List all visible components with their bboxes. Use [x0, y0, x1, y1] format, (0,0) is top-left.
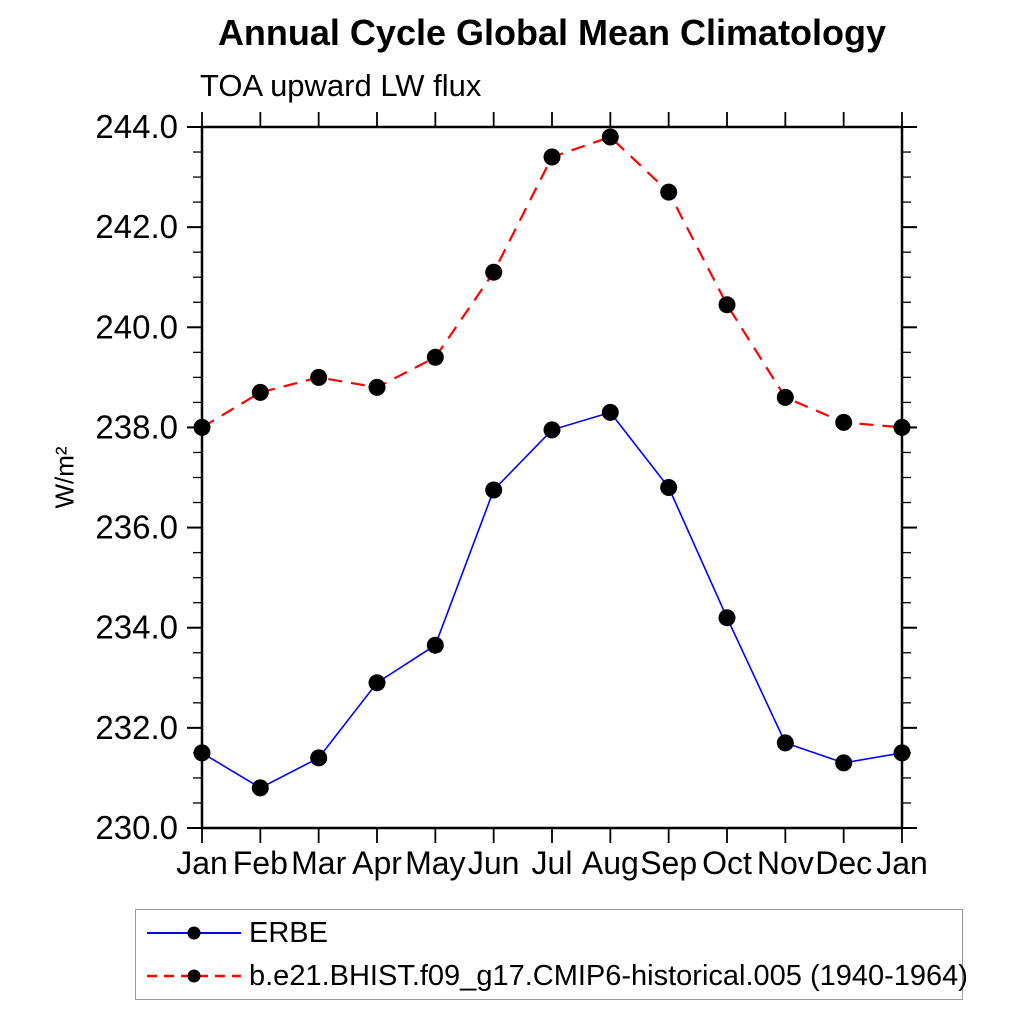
data-point-marker [660, 183, 678, 201]
series-model [193, 128, 911, 436]
data-point-marker [776, 734, 794, 752]
legend-label-model: b.e21.BHIST.f09_g17.CMIP6-historical.005… [249, 959, 968, 992]
y-tick-label: 238.0 [95, 408, 178, 445]
data-point-marker [601, 128, 619, 146]
series-erbe [193, 403, 911, 797]
x-tick-label: Jan [876, 845, 928, 881]
chart-subtitle: TOA upward LW flux [200, 68, 482, 103]
y-tick-label: 234.0 [95, 609, 178, 646]
legend: ERBE b.e21.BHIST.f09_g17.CMIP6-historica… [135, 909, 968, 1000]
data-point-marker [310, 749, 328, 767]
x-tick-label: May [405, 845, 465, 881]
data-point-marker [601, 403, 619, 421]
x-tick-label: Feb [233, 845, 288, 881]
data-point-marker [660, 479, 678, 496]
data-point-marker [718, 609, 736, 627]
x-tick-label: Jan [176, 845, 228, 881]
data-point-marker [251, 779, 269, 797]
data-point-marker [193, 418, 211, 436]
x-tick-label: Nov [757, 845, 814, 881]
data-point-marker [251, 383, 269, 401]
data-point-marker [893, 418, 911, 436]
x-tick-label: Apr [352, 845, 402, 881]
data-point-marker [543, 421, 561, 439]
data-point-marker [835, 413, 853, 431]
x-tick-label: Jun [468, 845, 520, 881]
y-minor-ticks [193, 151, 911, 804]
model-line-sample-icon [147, 969, 241, 983]
legend-item-erbe: ERBE [136, 912, 962, 955]
chart-title: Annual Cycle Global Mean Climatology [217, 12, 887, 53]
data-point-marker [776, 388, 794, 406]
y-tick-label: 242.0 [95, 208, 178, 245]
series-line [201, 411, 903, 789]
y-tick-label: 240.0 [95, 308, 178, 345]
data-point-marker [426, 348, 444, 366]
data-point-marker [485, 263, 503, 281]
legend-label-erbe: ERBE [249, 916, 328, 949]
erbe-line-sample-icon [147, 926, 241, 940]
data-point-marker [835, 754, 853, 772]
data-point-marker [543, 148, 561, 166]
data-point-marker [368, 378, 386, 396]
x-tick-label: Aug [582, 845, 639, 881]
axis-frame [200, 125, 904, 830]
x-ticks [201, 112, 903, 843]
x-tick-label: Dec [815, 845, 872, 881]
data-point-marker [485, 481, 503, 499]
y-tick-label: 236.0 [95, 509, 178, 546]
data-point-marker [368, 674, 386, 692]
data-point-marker [193, 744, 211, 762]
data-point-marker [893, 744, 911, 762]
y-tick-label: 232.0 [95, 709, 178, 746]
y-tick-label: 244.0 [95, 108, 178, 145]
legend-item-model: b.e21.BHIST.f09_g17.CMIP6-historical.005… [136, 955, 968, 998]
y-major-ticks [187, 126, 917, 829]
x-tick-label: Oct [702, 845, 752, 881]
series-line [201, 135, 903, 429]
x-tick-labels: Jan Feb Mar Apr May Jun Jul Aug Sep Oct Nov Dec Jan [176, 845, 928, 881]
x-tick-label: Mar [291, 845, 346, 881]
data-point-marker [310, 368, 328, 386]
x-tick-label: Sep [640, 845, 697, 881]
data-point-marker [718, 296, 736, 314]
x-tick-label: Jul [532, 845, 573, 881]
y-tick-labels: 230.0 232.0 234.0 236.0 238.0 240.0 242.0 244.0 [95, 108, 178, 846]
data-point-marker [426, 636, 444, 654]
y-tick-label: 230.0 [95, 809, 178, 846]
